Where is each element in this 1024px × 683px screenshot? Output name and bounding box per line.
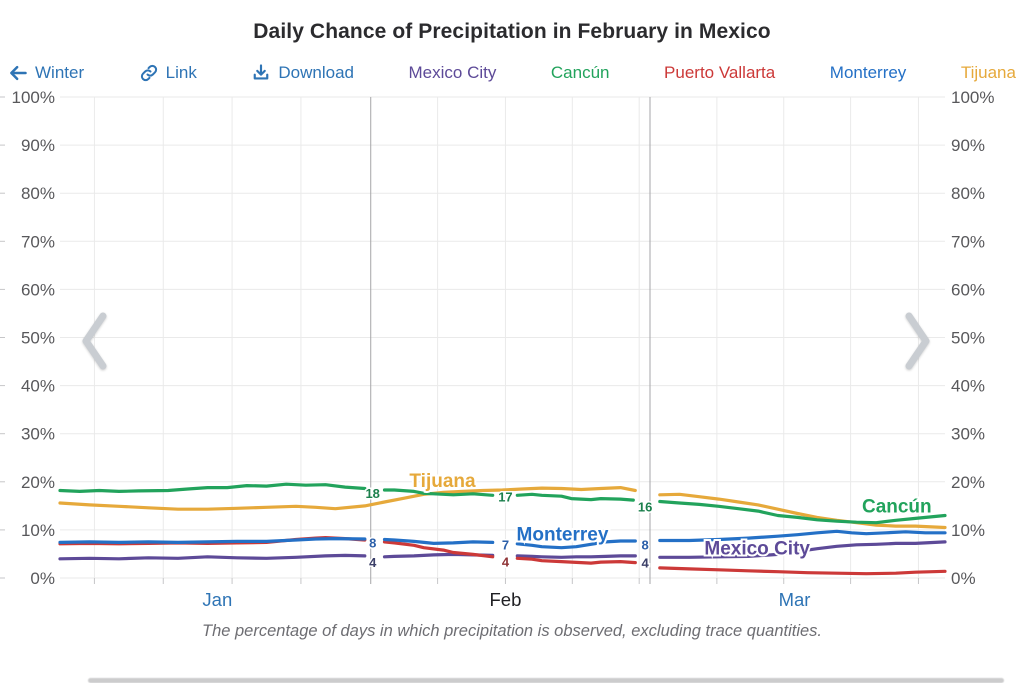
y-axis-label-left: 10%: [21, 521, 55, 540]
download-label: Download: [278, 63, 354, 82]
month-label-feb: Feb: [490, 589, 522, 610]
month-label-mar[interactable]: Mar: [779, 589, 811, 610]
series-line-monterrey: [515, 539, 637, 550]
y-axis-label-right: 60%: [951, 280, 985, 299]
series-inline-label-tijuana: Tijuana: [409, 471, 476, 492]
legend-item-mexico-city[interactable]: Mexico City: [408, 63, 497, 82]
series-line-monterrey: [658, 529, 947, 543]
y-axis-label-right: 70%: [951, 232, 985, 251]
y-axis-label-left: 50%: [21, 329, 55, 348]
series-line-monterrey: [58, 536, 367, 545]
link-icon: [139, 63, 159, 83]
next-period-button[interactable]: [898, 310, 936, 372]
value-label: 17: [498, 490, 512, 505]
download-button[interactable]: Download: [251, 63, 354, 83]
y-axis-label-right: 30%: [951, 425, 985, 444]
y-axis-label-right: 0%: [951, 569, 976, 588]
legend-item-cancun[interactable]: Cancún: [550, 63, 610, 82]
series-inline-label-mexico-city: Mexico City: [704, 539, 810, 560]
chevron-right-icon: [898, 310, 936, 372]
value-label: 7: [502, 537, 509, 552]
copy-link-button[interactable]: Link: [139, 63, 197, 83]
series-inline-label-monterrey: Monterrey: [517, 525, 609, 546]
series-line-mexico-city: [658, 540, 947, 559]
y-axis-label-right: 40%: [951, 377, 985, 396]
value-label: 18: [365, 486, 379, 501]
value-label: 4: [641, 556, 649, 571]
y-axis-label-left: 0%: [30, 569, 55, 588]
value-label: 8: [369, 535, 376, 550]
series-line-puerto-vallarta: [658, 566, 947, 576]
winter-label: Winter: [35, 63, 85, 82]
legend-item-tijuana[interactable]: Tijuana: [960, 63, 1016, 82]
y-axis-label-left: 60%: [21, 280, 55, 299]
series-line-cancun: [382, 488, 495, 497]
value-label: 4: [369, 555, 377, 570]
legend-item-puerto-vallarta[interactable]: Puerto Vallarta: [664, 63, 776, 82]
cutoff-next-section: [88, 678, 1004, 683]
chart-caption: The percentage of days in which precipit…: [201, 622, 823, 640]
y-axis-label-right: 10%: [951, 521, 985, 540]
winter-link[interactable]: Winter: [8, 63, 84, 83]
y-axis-label-left: 90%: [21, 136, 55, 155]
value-label: 16: [638, 499, 652, 514]
series-line-mexico-city: [515, 554, 637, 559]
y-axis-label-right: 100%: [951, 88, 994, 107]
y-axis-label-left: 80%: [21, 184, 55, 203]
series-inline-label-cancun: Cancún: [862, 496, 932, 517]
series-line-tijuana: [658, 492, 947, 530]
y-axis-label-left: 30%: [21, 425, 55, 444]
month-label-jan[interactable]: Jan: [202, 589, 232, 610]
series-line-puerto-vallarta: [382, 540, 495, 559]
series-line-cancun: [58, 482, 367, 493]
chevron-left-icon: [76, 310, 114, 372]
download-icon: [251, 63, 271, 83]
y-axis-label-right: 50%: [951, 329, 985, 348]
toolbar: Winter Link Download Mexico City Cancún Pu…: [8, 58, 1016, 88]
y-axis-label-left: 40%: [21, 377, 55, 396]
series-line-puerto-vallarta: [515, 556, 637, 565]
y-axis-label-right: 90%: [951, 136, 985, 155]
y-axis-label-right: 20%: [951, 473, 985, 492]
page-title: Daily Chance of Precipitation in Februar…: [253, 20, 771, 43]
y-axis-label-right: 80%: [951, 184, 985, 203]
y-axis-label-left: 70%: [21, 232, 55, 251]
y-axis-label-left: 20%: [21, 473, 55, 492]
legend-item-monterrey[interactable]: Monterrey: [829, 63, 907, 82]
series-line-mexico-city: [58, 553, 367, 561]
link-label: Link: [165, 63, 197, 82]
series-line-monterrey: [382, 537, 495, 546]
series-line-cancun: [658, 499, 947, 525]
previous-period-button[interactable]: [76, 310, 114, 372]
value-label: 4: [502, 555, 510, 570]
value-label: 8: [641, 537, 648, 552]
series-line-cancun: [515, 492, 635, 502]
y-axis-label-left: 100%: [12, 88, 55, 107]
left-arrow-icon: [8, 63, 28, 83]
series-line-tijuana: [58, 486, 637, 511]
